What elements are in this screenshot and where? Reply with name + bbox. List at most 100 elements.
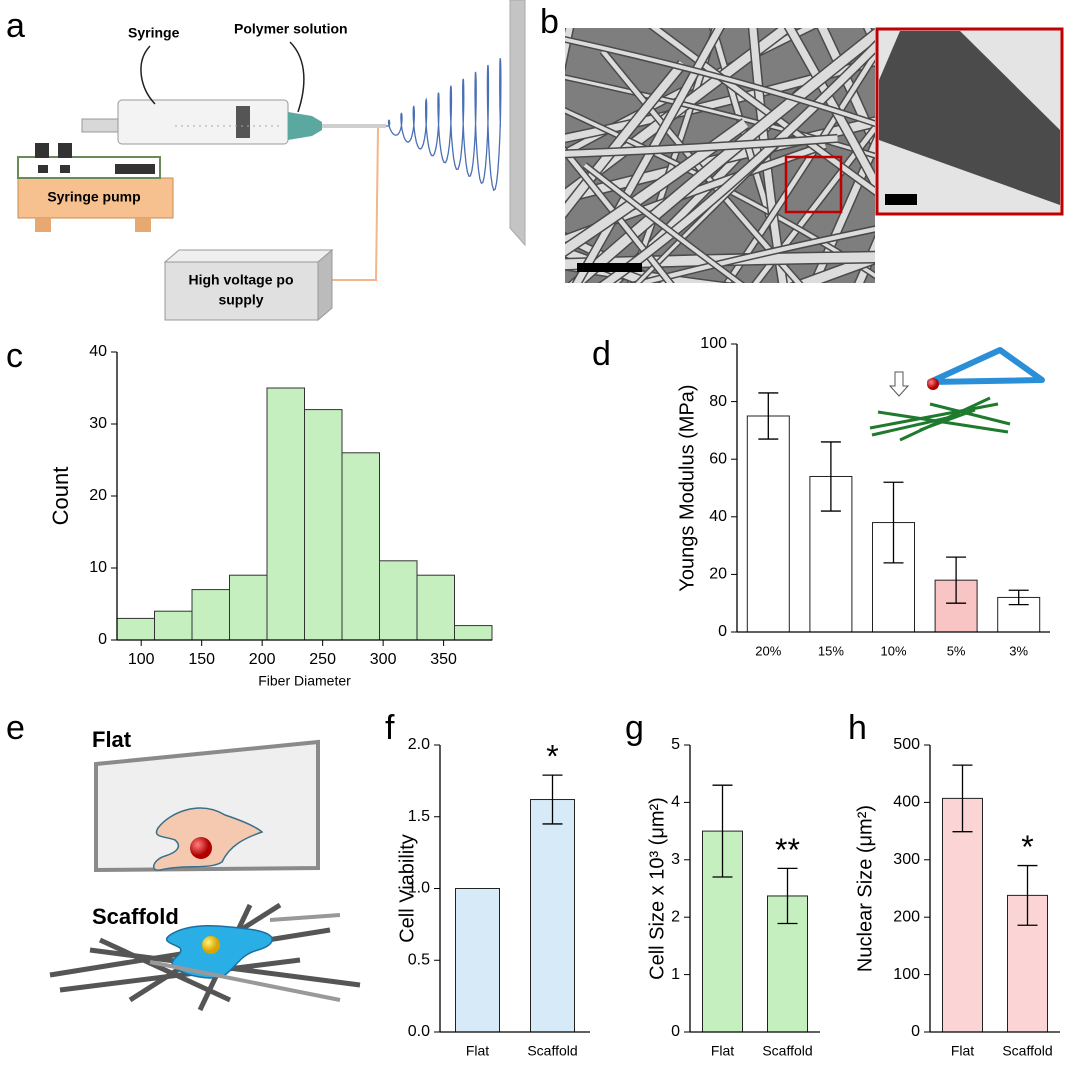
y-axis-label: Cell Size x 10³ (μm²) xyxy=(646,797,668,980)
significance: * xyxy=(546,739,558,775)
y-tick-label: 5 xyxy=(671,736,680,753)
error-bar xyxy=(758,392,779,440)
x-tick-label: Flat xyxy=(466,1043,489,1059)
fiber xyxy=(601,49,802,283)
panel-label: b xyxy=(540,3,559,41)
x-tick-label: Flat xyxy=(951,1043,974,1059)
fiber xyxy=(635,47,875,283)
cell xyxy=(153,807,264,871)
y-tick-label: 1 xyxy=(671,966,680,983)
fiber xyxy=(565,57,875,142)
bar xyxy=(746,415,790,633)
y-tick-label: 20 xyxy=(709,566,727,583)
y-axis-label: Count xyxy=(48,467,73,526)
panel-label: e xyxy=(6,709,25,747)
y-tick-label: 1.5 xyxy=(408,808,430,825)
bar xyxy=(942,797,983,1033)
histogram-bar xyxy=(154,610,193,641)
histogram-bar xyxy=(266,387,305,641)
y-axis-label: Nuclear Size (μm²) xyxy=(854,805,876,972)
histogram-bar xyxy=(341,452,380,641)
x-tick-label: 300 xyxy=(370,651,397,668)
x-tick-label: 5% xyxy=(947,643,966,658)
electrospinning-diagram: Syringe pump Syringe Polymer solution Hi… xyxy=(17,0,526,322)
error-bar xyxy=(712,784,733,878)
fiber xyxy=(650,28,875,195)
y-axis-label: Cell Viability xyxy=(396,834,418,943)
fiber xyxy=(565,60,686,218)
error-bar xyxy=(542,774,563,825)
significance: ** xyxy=(775,832,800,868)
x-tick-label: 3% xyxy=(1009,643,1028,658)
nozzle xyxy=(288,112,322,140)
y-tick-label: 0 xyxy=(911,1023,920,1040)
tip xyxy=(927,378,939,390)
panel-label: c xyxy=(6,337,23,375)
power-box-side xyxy=(317,248,333,322)
y-tick-label: 100 xyxy=(700,335,727,352)
fibers xyxy=(869,396,1011,442)
histogram-bar xyxy=(454,625,493,641)
panel-label: d xyxy=(592,335,611,373)
y-axis-label: Youngs Modulus (MPa) xyxy=(676,384,698,591)
error-bar xyxy=(883,481,904,564)
fiber xyxy=(753,124,875,283)
y-tick-label: 40 xyxy=(709,508,727,525)
fiber xyxy=(749,28,787,283)
scaffold-fibers xyxy=(149,913,341,1002)
x-tick-label: Scaffold xyxy=(762,1043,812,1059)
label: High voltage po xyxy=(189,272,294,288)
scale-bar xyxy=(885,194,917,205)
plunger xyxy=(81,118,123,133)
x-tick-label: 200 xyxy=(249,651,276,668)
fiber xyxy=(565,119,749,256)
pump-key xyxy=(58,143,72,158)
bar xyxy=(455,888,500,1033)
histogram-bar xyxy=(304,409,343,641)
y-tick-label: 30 xyxy=(89,415,107,432)
cell-diagram: Flat Scaffold xyxy=(49,727,361,1012)
fiber xyxy=(710,28,793,283)
y-tick-label: 60 xyxy=(709,450,727,467)
y-tick-label: 0 xyxy=(671,1023,680,1040)
pump-key xyxy=(38,165,48,173)
bar xyxy=(530,799,575,1033)
histogram-bar xyxy=(416,574,455,641)
label: Polymer solution xyxy=(234,21,348,37)
panel-label: f xyxy=(385,709,395,747)
y-tick-label: 0 xyxy=(718,623,727,640)
y-tick-label: 4 xyxy=(671,794,680,811)
pump-leg xyxy=(135,218,151,232)
fiber xyxy=(724,50,875,283)
y-tick-label: 500 xyxy=(893,736,920,753)
x-tick-label: 250 xyxy=(309,651,336,668)
pump-body xyxy=(17,177,174,219)
power-box xyxy=(164,261,319,321)
y-tick-label: 40 xyxy=(89,343,107,360)
error-bar xyxy=(1008,589,1029,606)
x-tick-label: 350 xyxy=(430,651,457,668)
label: Syringe xyxy=(128,25,180,41)
y-tick-label: 20 xyxy=(89,487,107,504)
y-tick-label: 3 xyxy=(671,851,680,868)
histogram-bar xyxy=(116,617,155,641)
y-tick-label: 400 xyxy=(893,794,920,811)
fiber xyxy=(583,163,743,283)
x-tick-label: Flat xyxy=(711,1043,734,1059)
tem-fiber xyxy=(879,31,1060,205)
y-tick-label: 2.0 xyxy=(408,736,430,753)
fiber xyxy=(565,75,875,158)
label: Scaffold xyxy=(92,904,179,929)
fiber xyxy=(565,37,875,126)
pump-leg xyxy=(35,218,51,232)
arrow xyxy=(888,371,910,397)
cantilever xyxy=(927,347,1045,385)
pump-key xyxy=(115,164,155,174)
x-tick-label: 10% xyxy=(880,643,906,658)
power-box-top xyxy=(163,249,334,263)
histogram-bar xyxy=(379,560,418,641)
x-tick-label: Scaffold xyxy=(1002,1043,1052,1059)
nucleus xyxy=(202,936,220,954)
label: supply xyxy=(218,292,263,308)
pump-key xyxy=(60,165,70,173)
